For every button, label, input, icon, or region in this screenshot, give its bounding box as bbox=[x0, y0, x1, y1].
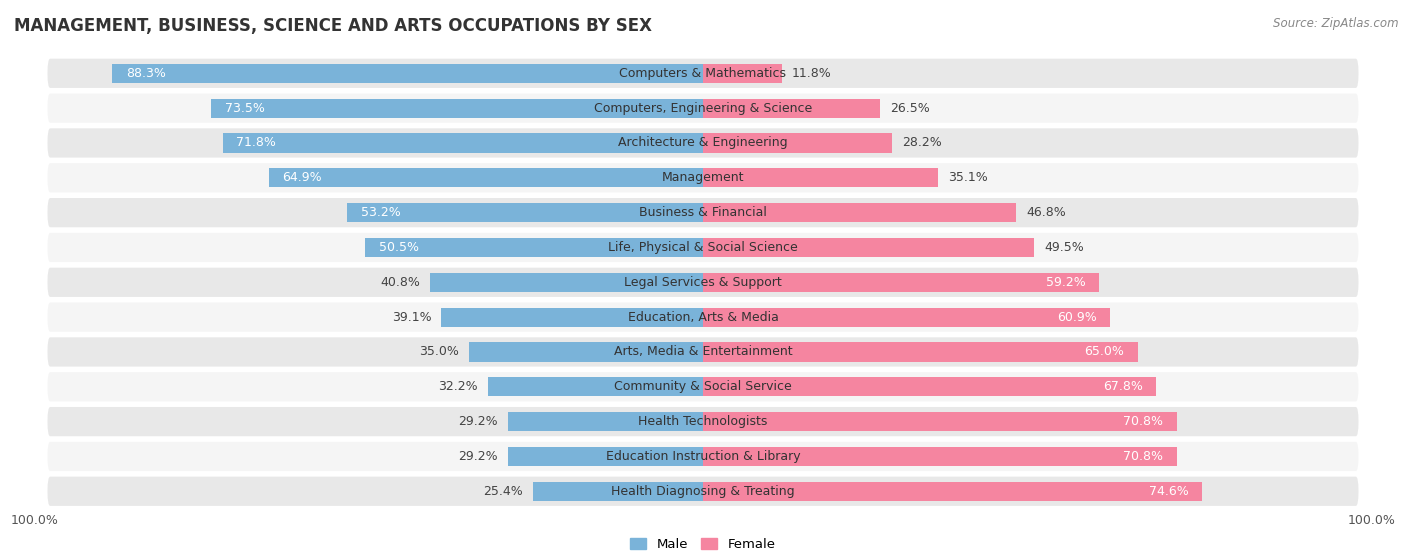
Text: 26.5%: 26.5% bbox=[890, 102, 929, 115]
FancyBboxPatch shape bbox=[48, 337, 1358, 367]
Text: 39.1%: 39.1% bbox=[392, 311, 432, 324]
Text: 53.2%: 53.2% bbox=[360, 206, 401, 219]
Text: Computers, Engineering & Science: Computers, Engineering & Science bbox=[593, 102, 813, 115]
FancyBboxPatch shape bbox=[48, 233, 1358, 262]
FancyBboxPatch shape bbox=[48, 372, 1358, 401]
Text: 46.8%: 46.8% bbox=[1026, 206, 1066, 219]
Text: 67.8%: 67.8% bbox=[1104, 380, 1143, 394]
Bar bbox=[703, 377, 1157, 396]
Text: 40.8%: 40.8% bbox=[380, 276, 420, 289]
Text: Architecture & Engineering: Architecture & Engineering bbox=[619, 136, 787, 149]
FancyBboxPatch shape bbox=[48, 268, 1358, 297]
Text: Arts, Media & Entertainment: Arts, Media & Entertainment bbox=[613, 345, 793, 358]
Bar bbox=[366, 238, 703, 257]
Text: Management: Management bbox=[662, 171, 744, 184]
Text: Source: ZipAtlas.com: Source: ZipAtlas.com bbox=[1274, 17, 1399, 30]
Bar bbox=[269, 168, 703, 187]
Bar bbox=[468, 342, 703, 362]
Bar bbox=[703, 203, 1017, 222]
Text: 28.2%: 28.2% bbox=[901, 136, 942, 149]
FancyBboxPatch shape bbox=[48, 59, 1358, 88]
FancyBboxPatch shape bbox=[48, 302, 1358, 331]
Legend: Male, Female: Male, Female bbox=[626, 533, 780, 556]
Text: 11.8%: 11.8% bbox=[792, 67, 832, 80]
Text: Life, Physical & Social Science: Life, Physical & Social Science bbox=[609, 241, 797, 254]
Bar bbox=[533, 482, 703, 501]
Text: MANAGEMENT, BUSINESS, SCIENCE AND ARTS OCCUPATIONS BY SEX: MANAGEMENT, BUSINESS, SCIENCE AND ARTS O… bbox=[14, 17, 652, 35]
Text: Community & Social Service: Community & Social Service bbox=[614, 380, 792, 394]
Text: Computers & Mathematics: Computers & Mathematics bbox=[620, 67, 786, 80]
Text: 35.1%: 35.1% bbox=[948, 171, 987, 184]
Text: 29.2%: 29.2% bbox=[458, 450, 498, 463]
Text: Education Instruction & Library: Education Instruction & Library bbox=[606, 450, 800, 463]
Bar bbox=[703, 447, 1177, 466]
Text: 25.4%: 25.4% bbox=[484, 485, 523, 498]
Text: 65.0%: 65.0% bbox=[1084, 345, 1125, 358]
Text: 64.9%: 64.9% bbox=[283, 171, 322, 184]
FancyBboxPatch shape bbox=[48, 477, 1358, 506]
Bar bbox=[703, 412, 1177, 431]
FancyBboxPatch shape bbox=[48, 407, 1358, 436]
Text: 60.9%: 60.9% bbox=[1057, 311, 1097, 324]
FancyBboxPatch shape bbox=[48, 129, 1358, 158]
Text: 88.3%: 88.3% bbox=[125, 67, 166, 80]
Bar bbox=[441, 307, 703, 326]
Bar bbox=[703, 98, 880, 118]
Bar bbox=[488, 377, 703, 396]
Text: Business & Financial: Business & Financial bbox=[640, 206, 766, 219]
Bar bbox=[703, 168, 938, 187]
Bar bbox=[703, 307, 1111, 326]
Bar bbox=[211, 98, 703, 118]
Text: 35.0%: 35.0% bbox=[419, 345, 458, 358]
Bar bbox=[703, 238, 1033, 257]
FancyBboxPatch shape bbox=[48, 93, 1358, 123]
Bar bbox=[703, 64, 782, 83]
FancyBboxPatch shape bbox=[48, 163, 1358, 192]
Bar bbox=[222, 134, 703, 153]
Text: Education, Arts & Media: Education, Arts & Media bbox=[627, 311, 779, 324]
FancyBboxPatch shape bbox=[48, 198, 1358, 228]
Text: 59.2%: 59.2% bbox=[1046, 276, 1085, 289]
Text: 29.2%: 29.2% bbox=[458, 415, 498, 428]
Text: 74.6%: 74.6% bbox=[1149, 485, 1188, 498]
Text: 70.8%: 70.8% bbox=[1123, 450, 1163, 463]
Text: 71.8%: 71.8% bbox=[236, 136, 276, 149]
Text: Legal Services & Support: Legal Services & Support bbox=[624, 276, 782, 289]
Bar bbox=[347, 203, 703, 222]
Bar bbox=[703, 134, 891, 153]
Text: Health Diagnosing & Treating: Health Diagnosing & Treating bbox=[612, 485, 794, 498]
Bar bbox=[112, 64, 703, 83]
Bar bbox=[508, 447, 703, 466]
Bar bbox=[508, 412, 703, 431]
Bar bbox=[430, 273, 703, 292]
Bar bbox=[703, 342, 1137, 362]
Text: Health Technologists: Health Technologists bbox=[638, 415, 768, 428]
Text: 49.5%: 49.5% bbox=[1045, 241, 1084, 254]
Bar bbox=[703, 273, 1099, 292]
Text: 70.8%: 70.8% bbox=[1123, 415, 1163, 428]
Text: 32.2%: 32.2% bbox=[437, 380, 478, 394]
FancyBboxPatch shape bbox=[48, 442, 1358, 471]
Text: 50.5%: 50.5% bbox=[378, 241, 419, 254]
Bar bbox=[703, 482, 1202, 501]
Text: 73.5%: 73.5% bbox=[225, 102, 264, 115]
